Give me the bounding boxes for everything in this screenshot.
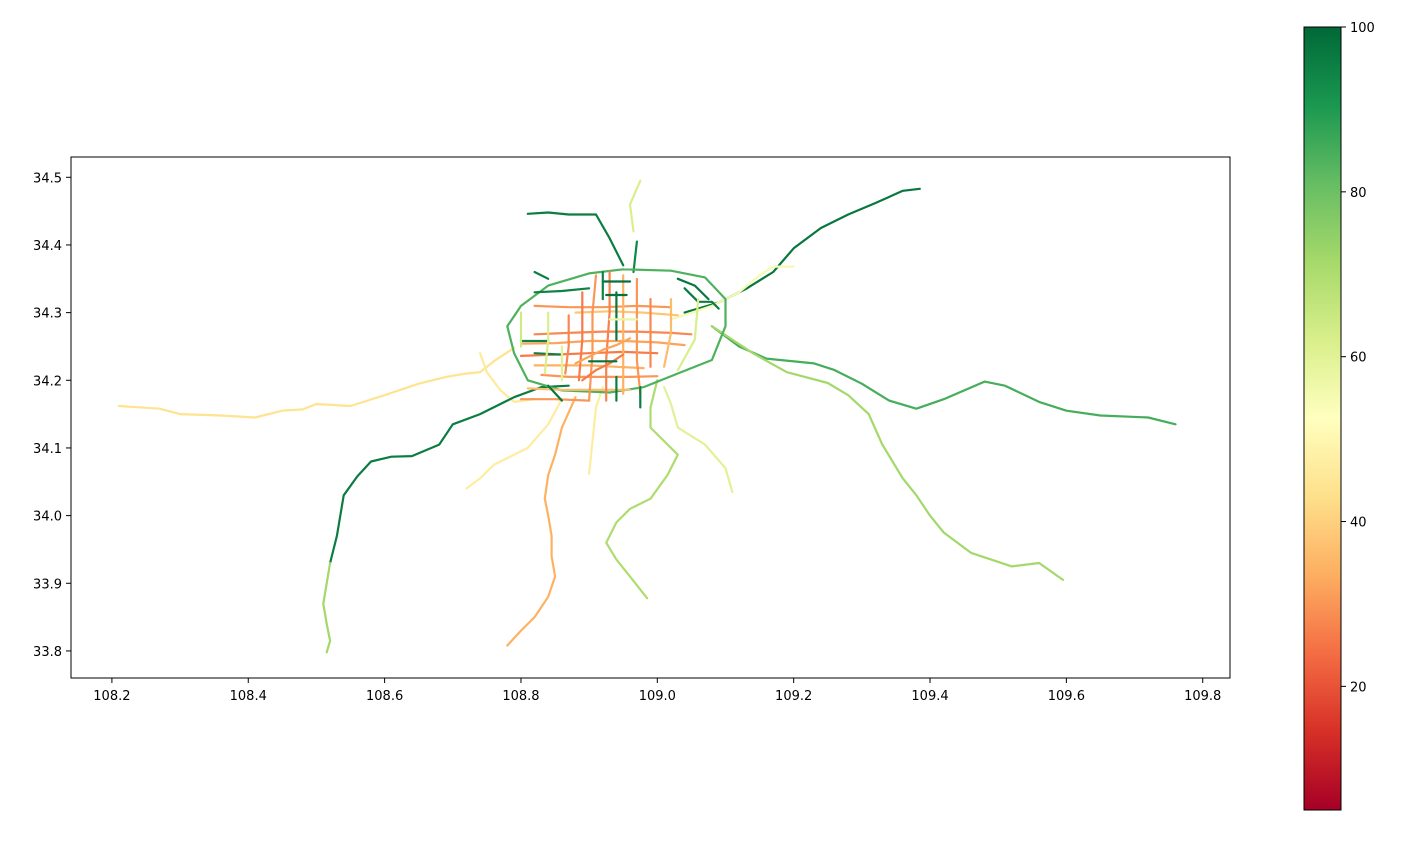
road-segment (533, 270, 550, 280)
road-segment (710, 325, 1065, 582)
x-tick-label: 109.4 (911, 689, 948, 704)
road-segment (117, 346, 516, 419)
road-segment (635, 277, 642, 395)
colorbar-tick-label: 80 (1350, 186, 1367, 201)
y-tick-label: 34.1 (33, 442, 62, 457)
road-segment (533, 364, 645, 370)
colorbar-tick-label: 40 (1350, 516, 1367, 531)
road-segment (329, 384, 570, 565)
road-segment (710, 325, 1177, 426)
road-segment (574, 337, 632, 365)
road-segment (587, 386, 604, 475)
road-segments (117, 179, 1177, 654)
road-segment (465, 398, 564, 490)
y-tick-label: 34.0 (33, 510, 62, 525)
road-segment (519, 350, 659, 357)
x-tick-label: 109.0 (639, 689, 676, 704)
road-segment (581, 353, 625, 382)
road-segment (605, 270, 611, 402)
road-segment (676, 277, 710, 301)
y-tick-label: 34.2 (33, 374, 62, 389)
road-segment (587, 274, 598, 402)
x-tick-label: 108.8 (502, 689, 539, 704)
road-segment (533, 304, 673, 309)
road-segment (479, 352, 536, 403)
x-tick-label: 108.2 (93, 689, 130, 704)
road-segment (519, 398, 591, 402)
x-tick-label: 109.2 (775, 689, 812, 704)
y-tick-label: 34.5 (33, 171, 62, 186)
colorbar-ticks: 20 40 60 80 100 (1341, 21, 1375, 695)
road-segment (533, 352, 564, 356)
x-tick-label: 108.4 (230, 689, 267, 704)
y-tick-label: 33.8 (33, 645, 62, 660)
road-segment (526, 211, 625, 267)
colorbar-tick-label: 100 (1350, 21, 1375, 36)
x-axis-ticks: 108.2 108.4 108.6 108.8 109.0 109.2 109.4 109.6… (93, 678, 1221, 704)
road-segment (533, 287, 591, 294)
road-segment (533, 330, 693, 336)
road-segment (526, 387, 632, 391)
road-segment (662, 386, 734, 493)
y-tick-label: 33.9 (33, 577, 62, 592)
road-segment (628, 179, 642, 233)
road-segment (605, 379, 679, 600)
colorbar-tick-label: 60 (1350, 351, 1367, 366)
y-tick-label: 34.3 (33, 307, 62, 322)
road-segment (676, 298, 700, 372)
road-segment (564, 314, 570, 375)
x-tick-label: 108.6 (366, 689, 403, 704)
road-segment (543, 311, 550, 375)
colorbar-tick-label: 20 (1350, 680, 1367, 695)
x-tick-label: 109.8 (1184, 689, 1221, 704)
road-segment (506, 396, 577, 647)
map-axes-frame (70, 156, 1231, 679)
road-segment (683, 287, 720, 310)
road-segment (540, 373, 659, 378)
road-segment (506, 268, 727, 394)
road-segment (577, 291, 584, 382)
road-segment (632, 240, 639, 274)
colorbar (1303, 26, 1342, 811)
road-segment (547, 384, 564, 402)
road-segment (322, 561, 332, 654)
road-segment (662, 298, 673, 368)
road-segment (669, 265, 795, 321)
road-segment (574, 310, 679, 317)
road-segment (519, 339, 686, 347)
x-tick-label: 109.6 (1048, 689, 1085, 704)
y-axis-ticks: 33.8 33.9 34.0 34.1 34.2 34.3 34.4 34.5 (33, 171, 71, 660)
y-tick-label: 34.4 (33, 239, 62, 254)
